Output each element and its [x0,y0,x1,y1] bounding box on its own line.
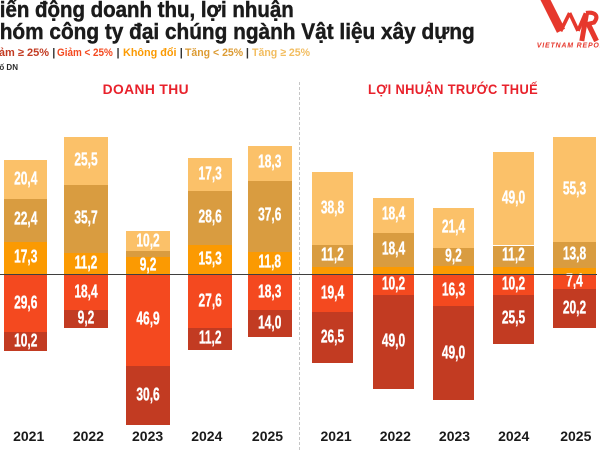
svg-text:VIETNAM REPORT: VIETNAM REPORT [537,42,600,49]
